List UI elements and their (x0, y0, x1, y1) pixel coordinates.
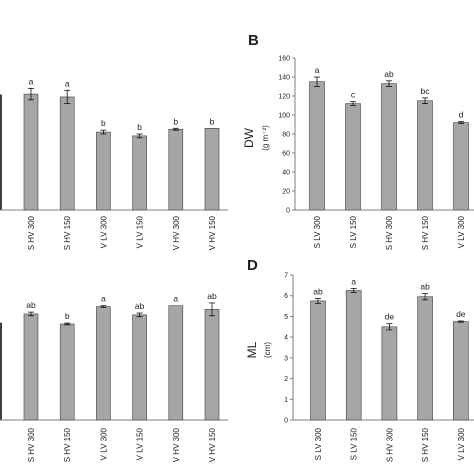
category-label: S HV 150 (421, 215, 430, 250)
significance-letter: ab (135, 301, 145, 311)
category-label: V HV 300 (172, 215, 181, 250)
significance-letter: a (173, 294, 178, 304)
bar (23, 93, 39, 211)
y-axis-label: ML (245, 341, 259, 358)
category-label: S HV 150 (63, 215, 72, 250)
y-tick-label: 80 (282, 132, 290, 139)
y-tick-label: 0 (284, 418, 288, 425)
panel-letter: D (247, 257, 258, 274)
y-tick-label: 40 (282, 170, 290, 177)
y-axis-label: DW (242, 127, 256, 148)
y-tick-label: 160 (278, 56, 290, 63)
significance-letter: ab (207, 291, 217, 301)
category-label: V LV 300 (99, 215, 108, 248)
category-label: S HV 150 (421, 427, 430, 462)
category-label: V HV 150 (208, 215, 217, 250)
significance-letter: a (29, 76, 34, 86)
y-tick-label: 60 (282, 151, 290, 158)
y-tick-label: 3 (284, 355, 288, 362)
bar (168, 128, 184, 211)
category-label: V LV 300 (457, 427, 466, 460)
bar (381, 83, 397, 211)
category-label: S HV 300 (385, 215, 394, 250)
bar (309, 81, 325, 211)
bar (310, 300, 326, 421)
y-axis-unit: (cm) (263, 342, 272, 358)
bar (453, 122, 469, 211)
significance-letter: b (210, 116, 215, 126)
category-label: V LV 300 (457, 215, 466, 248)
category-label: V HV 300 (172, 427, 181, 462)
significance-letter: bc (421, 86, 431, 96)
chart-panel-c: ab S HV 300 b S HV 150 a V LV 300 ab V LV 150 a V… (0, 291, 228, 462)
bar (23, 313, 39, 421)
category-label: S HV 300 (27, 215, 36, 250)
y-tick-label: 100 (278, 113, 290, 120)
bar (168, 305, 184, 421)
bar (96, 131, 111, 211)
chart-panel-a: a S HV 300 a S HV 150 b V LV 300 b V LV 150 b V H… (0, 76, 228, 250)
significance-letter: d (459, 110, 464, 120)
y-tick-label: 120 (278, 94, 290, 101)
bar (204, 128, 220, 211)
y-tick-label: 5 (284, 314, 288, 321)
significance-letter: ab (384, 69, 394, 79)
y-tick-label: 6 (284, 293, 288, 300)
y-tick-label: 2 (284, 376, 288, 383)
significance-letter: c (351, 90, 356, 100)
significance-letter: b (101, 118, 106, 128)
significance-letter: ab (420, 282, 430, 292)
category-label: S HV 300 (385, 427, 394, 462)
bar (96, 306, 111, 421)
category-label: S LV 150 (349, 215, 358, 248)
significance-letter: a (351, 276, 356, 286)
bar (132, 314, 147, 421)
y-tick-label: 140 (278, 75, 290, 82)
category-label: V LV 300 (99, 427, 108, 460)
y-tick-label: 20 (282, 189, 290, 196)
significance-letter: a (101, 294, 106, 304)
bar (417, 296, 433, 421)
y-tick-label: 4 (284, 335, 288, 342)
category-label: V LV 150 (136, 215, 145, 248)
significance-letter: ab (26, 300, 36, 310)
significance-letter: b (137, 122, 142, 132)
category-label: S HV 150 (63, 427, 72, 462)
significance-letter: a (315, 65, 320, 75)
category-label: V HV 150 (208, 427, 217, 462)
bar (59, 96, 75, 211)
chart-panel-b: B DW (g m⁻²) 0 20 40 60 80 100 120 140 160 a S LV 300… (242, 32, 474, 250)
y-axis-unit: (g m⁻²) (261, 125, 270, 151)
y-tick-label: 7 (284, 273, 288, 280)
category-label: S LV 150 (350, 427, 359, 460)
significance-letter: de (385, 312, 395, 322)
category-label: S LV 300 (314, 427, 323, 460)
bar (345, 103, 361, 211)
panel-letter: B (248, 32, 259, 49)
significance-letter: de (456, 309, 466, 319)
category-label: S LV 300 (313, 215, 322, 248)
bar (417, 100, 433, 211)
bar (204, 309, 220, 421)
bar (452, 321, 469, 421)
significance-letter: ab (313, 286, 323, 296)
y-tick-label: 0 (286, 208, 290, 215)
category-label: S HV 300 (27, 427, 36, 462)
significance-letter: a (65, 78, 70, 88)
significance-letter: b (173, 116, 178, 126)
bar (132, 135, 147, 211)
category-label: V LV 150 (136, 427, 145, 460)
bar (381, 326, 398, 421)
y-tick-label: 1 (284, 397, 288, 404)
chart-panel-d: D ML (cm) 0 1 2 3 4 5 6 7 ab S LV 300 a S LV 150 de S HV… (245, 257, 474, 462)
bar (59, 323, 75, 421)
bar (345, 290, 362, 421)
significance-letter: b (65, 311, 70, 321)
